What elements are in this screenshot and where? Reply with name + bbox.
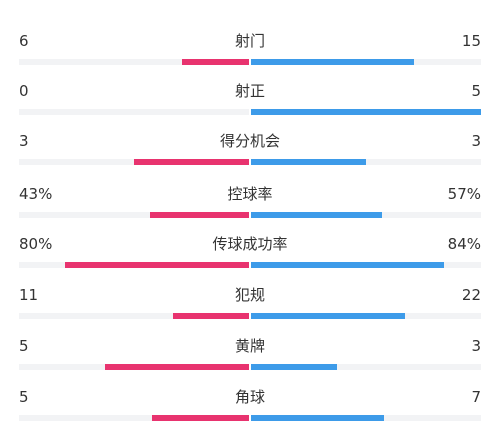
stat-right-track	[251, 262, 481, 268]
stat-left-value: 43%	[19, 185, 53, 203]
stat-right-bar	[251, 313, 406, 319]
stat-right-bar	[251, 415, 385, 421]
stat-label: 得分机会	[219, 132, 280, 150]
stat-left-bar	[134, 159, 249, 165]
stat-label: 传球成功率	[212, 235, 288, 253]
stat-left-bar	[173, 313, 249, 319]
stat-right-bar	[251, 109, 481, 115]
stat-right-bar	[251, 262, 445, 268]
stat-left-value: 80%	[19, 235, 53, 253]
stat-right-bar	[251, 59, 415, 65]
stat-right-value: 7	[471, 388, 481, 406]
stat-right-track	[251, 159, 481, 165]
stat-left-value: 11	[19, 286, 39, 304]
stat-left-value: 5	[19, 337, 29, 355]
stat-label: 射正	[234, 82, 265, 100]
stat-right-track	[251, 415, 481, 421]
stat-row-pass-accuracy: 80% 传球成功率 84%	[0, 233, 500, 285]
stat-left-track	[19, 364, 249, 370]
stat-right-bar	[251, 212, 383, 218]
stat-left-track	[19, 313, 249, 319]
stat-left-track	[19, 159, 249, 165]
stat-right-value: 22	[461, 286, 481, 304]
stat-row-yellow-cards: 5 黄牌 3	[0, 335, 500, 387]
stat-left-value: 3	[19, 132, 29, 150]
stat-label: 犯规	[234, 286, 265, 304]
stat-left-track	[19, 212, 249, 218]
stat-right-track	[251, 212, 481, 218]
stat-left-value: 0	[19, 82, 29, 100]
stat-left-bar	[150, 212, 249, 218]
stat-left-bar	[65, 262, 249, 268]
stat-label: 黄牌	[234, 337, 265, 355]
stat-right-value: 15	[461, 32, 481, 50]
stat-left-value: 6	[19, 32, 29, 50]
stat-right-value: 84%	[447, 235, 481, 253]
stat-right-bar	[251, 364, 338, 370]
stat-right-track	[251, 364, 481, 370]
stat-row-shots-on-target: 0 射正 5	[0, 80, 500, 132]
stat-left-bar	[152, 415, 249, 421]
stat-right-track	[251, 59, 481, 65]
stat-left-track	[19, 59, 249, 65]
stat-right-value: 3	[471, 132, 481, 150]
stat-row-corners: 5 角球 7	[0, 386, 500, 438]
stat-label: 射门	[234, 32, 265, 50]
stat-right-track	[251, 313, 481, 319]
stat-row-fouls: 11 犯规 22	[0, 284, 500, 336]
stat-left-track	[19, 415, 249, 421]
stat-left-track	[19, 262, 249, 268]
stat-left-bar	[105, 364, 249, 370]
stat-right-bar	[251, 159, 366, 165]
stat-row-shots: 6 射门 15	[0, 30, 500, 82]
stat-label: 控球率	[227, 185, 273, 203]
stat-left-value: 5	[19, 388, 29, 406]
stat-right-value: 5	[471, 82, 481, 100]
stat-left-track	[19, 109, 249, 115]
stat-right-track	[251, 109, 481, 115]
stat-row-chances: 3 得分机会 3	[0, 130, 500, 182]
stat-left-bar	[182, 59, 249, 65]
stat-right-value: 3	[471, 337, 481, 355]
stat-row-possession: 43% 控球率 57%	[0, 183, 500, 235]
stat-label: 角球	[234, 388, 265, 406]
stat-right-value: 57%	[447, 185, 481, 203]
